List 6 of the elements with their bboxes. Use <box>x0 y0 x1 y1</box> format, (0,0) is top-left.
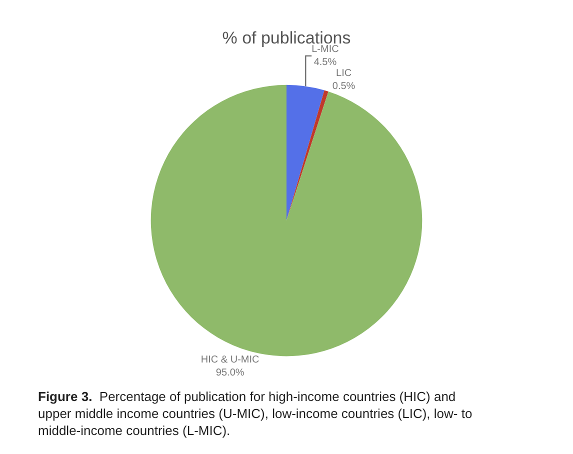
caption: Figure 3. <box>38 389 92 404</box>
slice-label: LIC <box>336 68 352 79</box>
data-label: 95.0% <box>216 367 244 378</box>
data-label: 4.5% <box>314 56 337 68</box>
slice-label: HIC & U-MIC <box>200 354 260 366</box>
data-label: 0.5% <box>332 80 356 92</box>
